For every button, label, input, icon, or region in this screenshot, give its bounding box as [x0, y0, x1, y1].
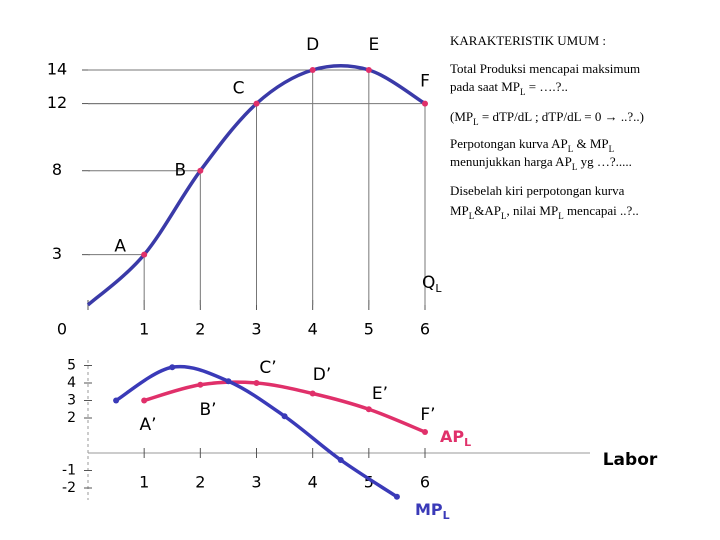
point-label: A’: [139, 415, 156, 435]
series-point: [141, 397, 148, 404]
x-tick-label: 1: [139, 473, 149, 492]
note-line: pada saat MPL = ….?..: [450, 79, 568, 97]
note-text: mencapai ..?..: [564, 203, 639, 218]
note-subscript: L: [520, 87, 526, 97]
x-tick-label: 3: [251, 473, 261, 492]
tp-point: [253, 100, 260, 107]
note-text: yg …?.....: [577, 154, 632, 169]
note-line: Disebelah kiri perpotongan kurva: [450, 183, 625, 198]
series-point: [365, 406, 372, 413]
x-tick-label: 4: [308, 473, 318, 492]
note-text: = dTP/dL ; dTP/dL = 0: [479, 109, 605, 124]
note-text: Perpotongan kurva AP: [450, 136, 568, 151]
x-tick-label: 6: [420, 473, 430, 492]
point-label: A: [114, 237, 126, 257]
tp-point: [309, 67, 316, 73]
note-line: MPL&APL, nilai MPL mencapai ..?..: [450, 203, 639, 221]
point-label: C’: [259, 358, 276, 378]
y-tick-label: 5: [67, 358, 76, 374]
series-point: [253, 380, 260, 386]
x-axis-label: Labor: [603, 450, 658, 470]
note-line: Total Produksi mencapai maksimum: [450, 61, 640, 76]
x-tick-label: 6: [420, 320, 430, 339]
y-tick-label: 4: [67, 375, 76, 391]
y-tick-label: 8: [52, 160, 62, 179]
x-tick-label: 0: [57, 320, 67, 339]
x-tick-label: 5: [364, 320, 374, 339]
y-tick-label: 3: [52, 244, 62, 263]
series-point: [422, 429, 428, 435]
series-point: [169, 364, 176, 371]
series-point: [113, 397, 120, 404]
note-subscript: L: [473, 117, 479, 127]
label-text: MP: [415, 500, 443, 519]
label-subscript: L: [443, 509, 450, 522]
point-label: D: [306, 35, 319, 55]
note-text: &AP: [474, 203, 501, 218]
note-text: Total Produksi mencapai maksimum: [450, 61, 640, 76]
note-text: MP: [450, 203, 469, 218]
note-subscript: L: [501, 211, 507, 221]
x-tick-label: 4: [308, 320, 318, 339]
point-label: D’: [313, 365, 332, 385]
note-text: , nilai MP: [507, 203, 559, 218]
x-tick-label: 5: [364, 473, 374, 492]
note-text: menunjukkan harga AP: [450, 154, 572, 169]
notes-title: KARAKTERISTIK UMUM :: [450, 33, 606, 48]
x-tick-label: 2: [195, 320, 205, 339]
note-text: (MP: [450, 109, 473, 124]
note-subscript: L: [572, 162, 578, 172]
point-label: E: [368, 35, 379, 55]
x-tick-label: 2: [195, 473, 205, 492]
tp-point: [422, 100, 428, 107]
note-subscript: L: [609, 144, 615, 154]
note-text: pada saat MP: [450, 79, 520, 94]
x-tick-label: 3: [251, 320, 261, 339]
note-text: & MP: [573, 136, 608, 151]
series-point: [197, 381, 204, 388]
point-label: B: [174, 161, 186, 181]
note-subscript: L: [469, 211, 475, 221]
series-label: APL: [440, 427, 471, 450]
tp-point: [141, 251, 148, 258]
tp-point: [365, 67, 372, 73]
tp-point: [197, 167, 204, 174]
note-text: Disebelah kiri perpotongan kurva: [450, 183, 625, 198]
note-line: (MPL = dTP/dL ; dTP/dL = 0 → ..?..): [450, 109, 644, 127]
note-text: →: [605, 109, 618, 124]
series-line: [115, 364, 398, 499]
series-label: MPL: [415, 500, 450, 523]
point-label: F: [420, 72, 430, 92]
point-label: C: [233, 79, 245, 99]
series-point: [281, 413, 288, 420]
y-tick-label: -1: [62, 463, 76, 479]
label-text: Q: [422, 273, 435, 293]
y-tick-label: 2: [67, 410, 76, 426]
note-text: ..?..): [618, 109, 644, 124]
label-subscript: L: [435, 282, 442, 295]
note-line: Perpotongan kurva APL & MPL: [450, 136, 614, 154]
y-tick-label: 3: [67, 393, 76, 409]
series-point: [309, 390, 316, 397]
point-label: F’: [420, 405, 435, 425]
note-subscript: L: [558, 211, 564, 221]
y-tick-label: 12: [47, 93, 67, 112]
x-tick-label: 1: [139, 320, 149, 339]
axis-label: QL: [422, 273, 442, 295]
y-tick-label: -2: [62, 480, 76, 496]
y-tick-label: 14: [47, 60, 67, 79]
series-line: [143, 380, 426, 434]
label-text: AP: [440, 427, 464, 446]
point-label: E’: [372, 384, 388, 404]
note-line: menunjukkan harga APL yg …?.....: [450, 154, 632, 172]
series-point: [225, 378, 232, 385]
series-point: [337, 457, 344, 463]
note-subscript: L: [568, 144, 574, 154]
note-text: = ….?..: [526, 79, 568, 94]
series-point: [393, 493, 400, 500]
label-subscript: L: [464, 436, 471, 449]
point-label: B’: [199, 400, 216, 420]
